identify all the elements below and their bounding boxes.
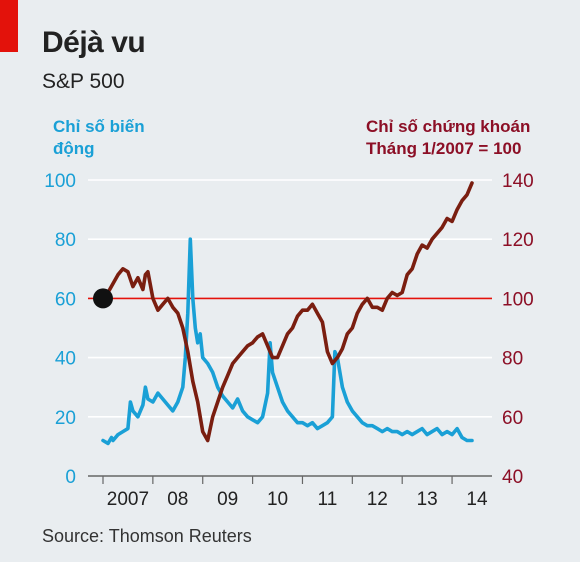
right-tick-label: 60 — [502, 408, 523, 429]
volatility-series-line — [101, 237, 474, 446]
x-tick-label: 14 — [466, 489, 488, 510]
right-axis-label-line-1: Chỉ số chứng khoán — [366, 117, 531, 136]
left-axis-label: Chỉ số biến động — [53, 116, 203, 160]
left-tick-label: 40 — [55, 349, 76, 370]
left-tick-label: 0 — [65, 467, 76, 488]
series-lines — [88, 181, 492, 446]
right-axis-label-line-2: Tháng 1/2007 = 100 — [366, 139, 522, 158]
right-tick-label: 120 — [502, 230, 534, 251]
right-tick-label: 140 — [502, 171, 534, 192]
x-tick-label: 08 — [167, 489, 188, 510]
x-tick-label: 2007 — [107, 489, 149, 510]
left-tick-label: 80 — [55, 230, 76, 251]
left-axis-label-line-2: động — [53, 139, 95, 158]
right-tick-label: 40 — [502, 467, 523, 488]
brand-tag — [0, 0, 18, 52]
start-marker — [93, 288, 113, 309]
right-axis-label: Chỉ số chứng khoán Tháng 1/2007 = 100 — [366, 116, 576, 160]
chart-subtitle: S&P 500 — [42, 70, 125, 93]
left-tick-label: 60 — [55, 289, 76, 310]
x-tick-label: 13 — [417, 489, 438, 510]
x-tick-label: 11 — [318, 489, 338, 510]
x-tick-label: 10 — [267, 489, 288, 510]
left-tick-label: 20 — [55, 408, 76, 429]
source-note: Source: Thomson Reuters — [42, 526, 252, 546]
right-tick-label: 100 — [502, 289, 534, 310]
left-tick-label: 100 — [44, 171, 76, 192]
right-tick-label: 80 — [502, 349, 523, 370]
chart-title: Déjà vu — [42, 26, 146, 59]
tick-labels: 100 80 60 40 20 0 140 120 100 80 60 40 2007 08 09 10 11 1… — [44, 171, 533, 510]
sp500-series-line — [101, 181, 474, 443]
x-tick-label: 12 — [367, 489, 388, 510]
x-tick-label: 09 — [217, 489, 238, 510]
left-axis-label-line-1: Chỉ số biến — [53, 117, 145, 136]
